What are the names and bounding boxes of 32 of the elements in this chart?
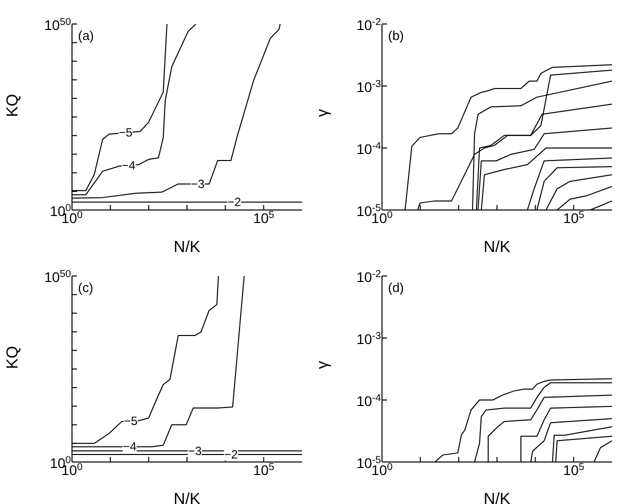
annotation: (a)	[78, 28, 94, 43]
x-axis-title: N/K	[484, 491, 511, 504]
x-axis-title: N/K	[174, 491, 201, 504]
y-axis-title: γ	[314, 109, 332, 117]
annotation: −2	[224, 448, 238, 462]
y-tick-label: 10$^{-2}$	[356, 268, 382, 285]
y-axis-title: KQ	[4, 346, 22, 369]
x-tick-label: 10$^{5}$	[253, 462, 275, 478]
annotation: (b)	[388, 28, 404, 43]
annotation: −5	[118, 126, 133, 140]
y-tick-label: 10$^{-2}$	[356, 16, 382, 33]
x-axis-title: N/K	[484, 239, 511, 256]
x-axis-title: N/K	[174, 239, 201, 256]
y-axis-title: KQ	[4, 94, 22, 117]
annotation: −4	[122, 440, 137, 454]
x-tick-label: 10$^{5}$	[563, 462, 585, 478]
y-axis-title: γ	[314, 361, 332, 369]
annotation: (c)	[78, 280, 94, 295]
y-tick-label: 10$^{-4}$	[356, 140, 382, 157]
y-tick-label: 10$^{-4}$	[356, 392, 382, 409]
annotation: −2	[227, 195, 242, 210]
x-tick-label: 10$^{5}$	[253, 210, 275, 226]
x-tick-label: 10$^{5}$	[563, 210, 585, 226]
y-tick-label: 10$^{50}$	[44, 16, 72, 33]
y-tick-label: 10$^{-3}$	[356, 78, 382, 95]
annotation: −3	[188, 444, 202, 458]
annotation: −4	[122, 158, 136, 172]
annotation: −3	[190, 176, 205, 191]
annotation: (d)	[388, 280, 404, 295]
annotation: −5	[124, 414, 138, 428]
y-tick-label: 10$^{50}$	[44, 268, 72, 285]
y-tick-label: 10$^{-3}$	[356, 330, 382, 347]
